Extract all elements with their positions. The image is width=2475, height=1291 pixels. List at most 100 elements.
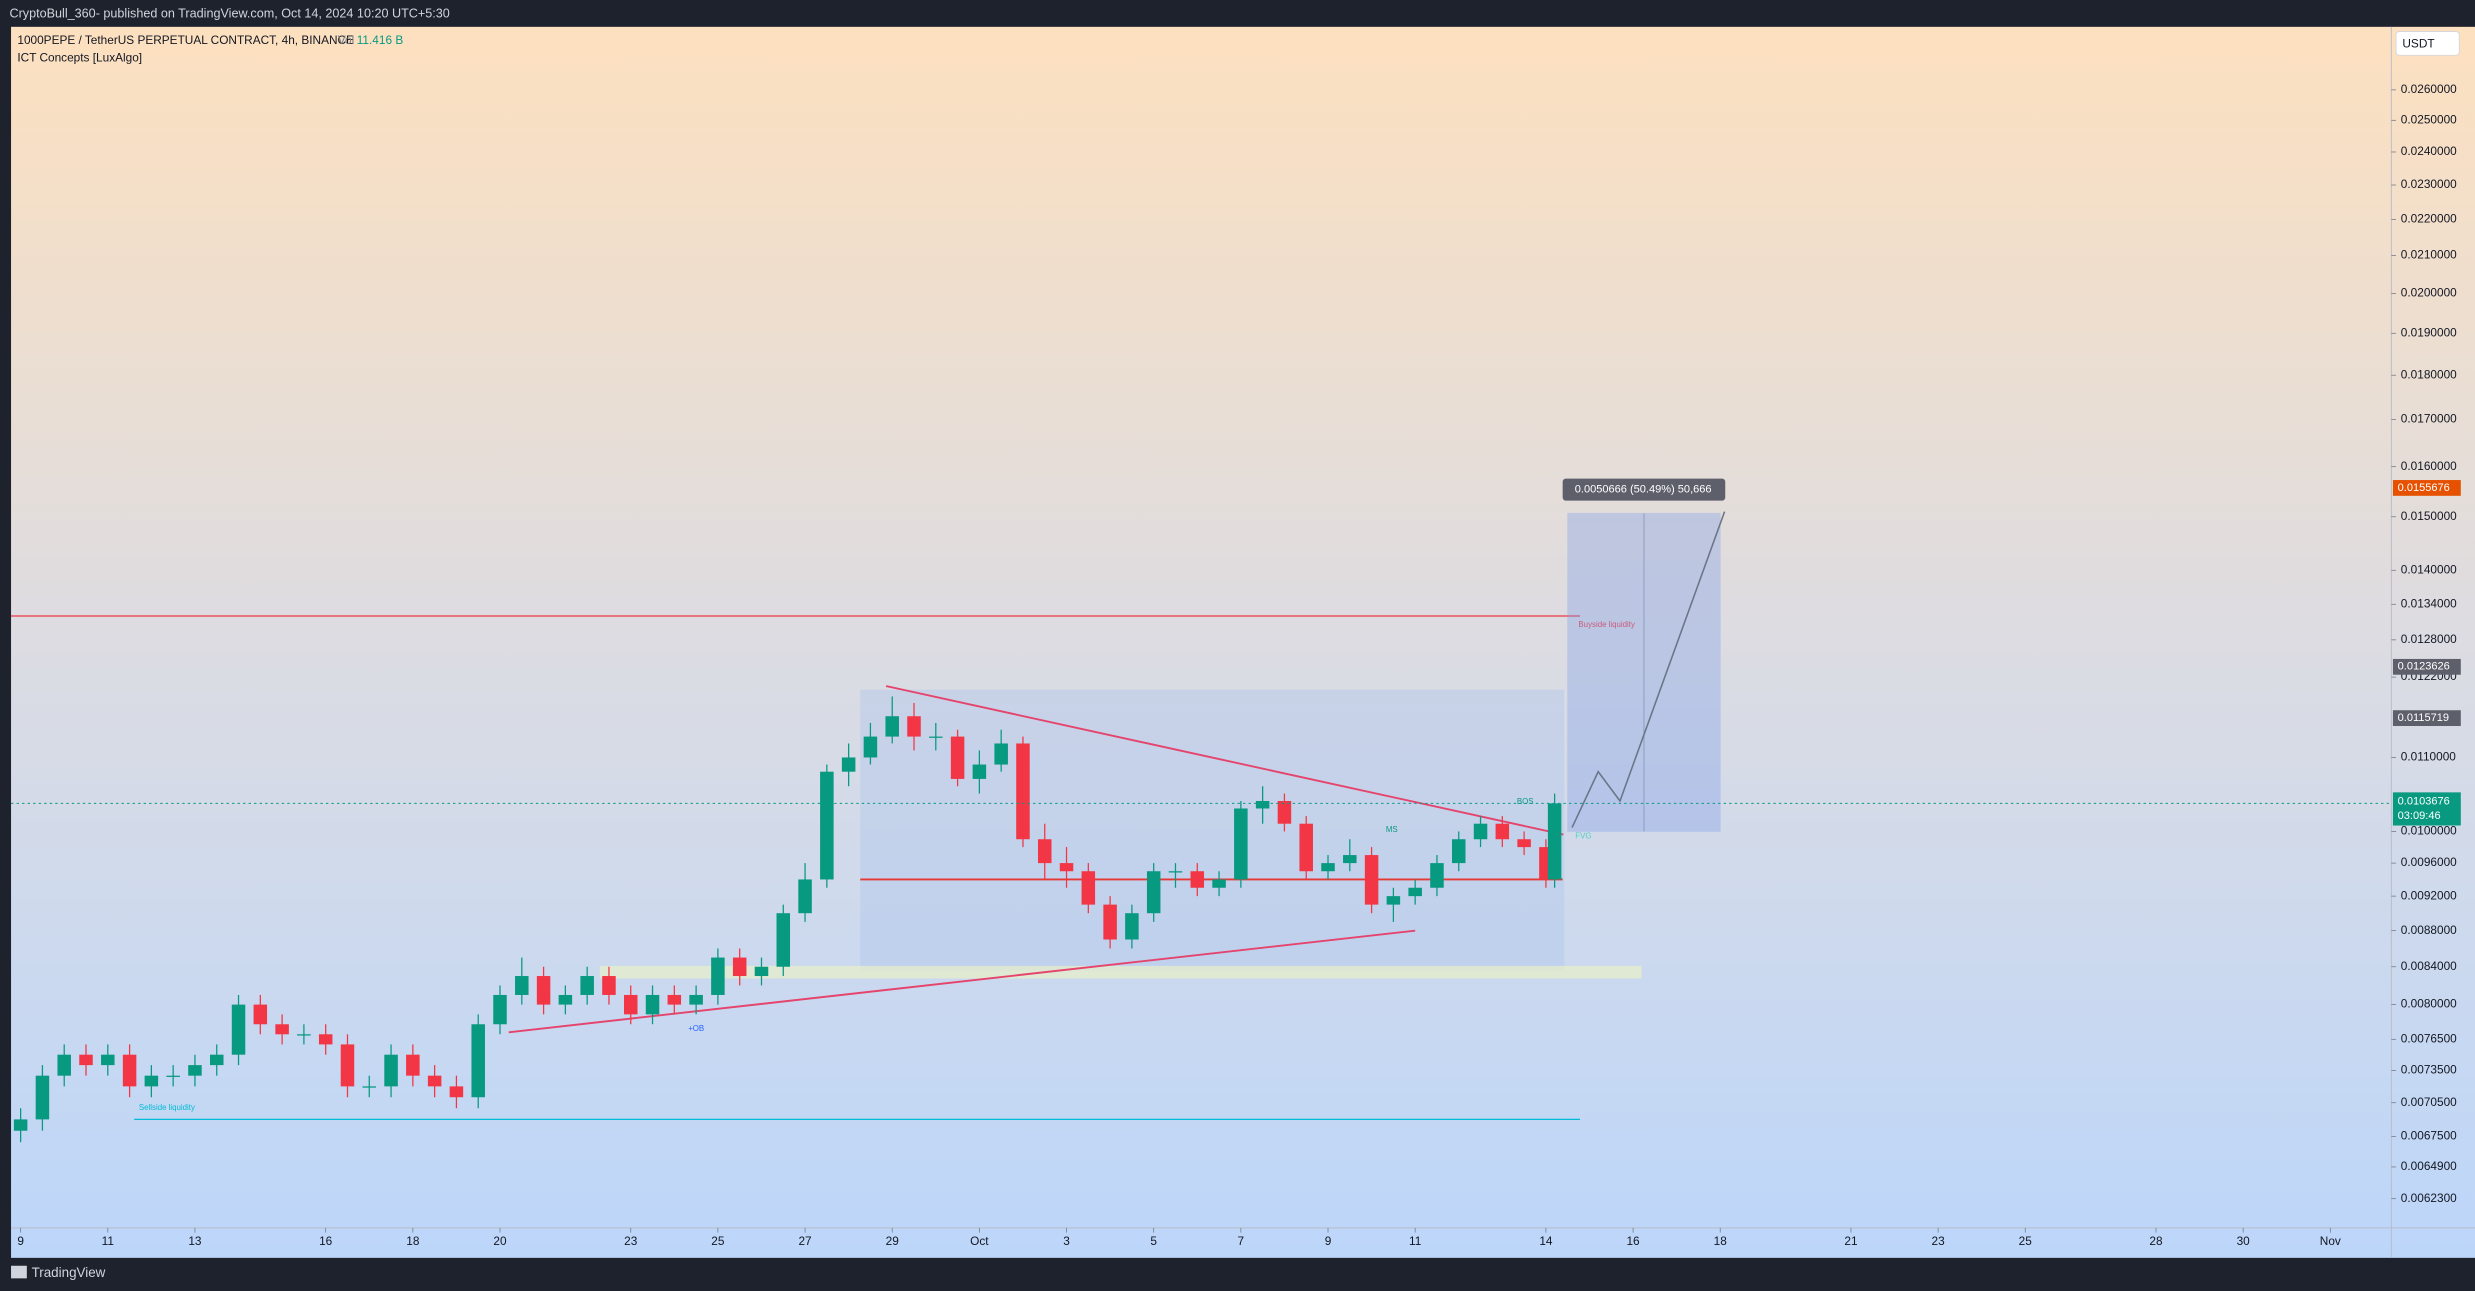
candle-body [122, 1054, 137, 1087]
y-tick-label: 0.0220000 [2401, 212, 2457, 226]
annotation: +OB [688, 1024, 704, 1033]
price-label: 0.0115719 [2398, 712, 2449, 724]
candle-body [384, 1054, 398, 1087]
x-tick-label: 3 [1063, 1234, 1070, 1248]
y-tick-label: 0.0128000 [2401, 632, 2457, 646]
x-tick-label: 16 [1626, 1234, 1640, 1248]
candle-body [1321, 863, 1335, 872]
candle-body [1299, 823, 1313, 872]
candle-body [188, 1065, 202, 1076]
y-tick-label: 0.0134000 [2401, 596, 2457, 610]
x-tick-label: 9 [1325, 1234, 1332, 1248]
footer-brand: TradingView [32, 1265, 106, 1280]
range-zone [860, 689, 1565, 971]
publisher-line: CryptoBull_360- published on TradingView… [9, 7, 449, 21]
price-label-bg [2392, 480, 2461, 496]
candle-body [253, 1004, 268, 1025]
y-tick-label: 0.0064900 [2401, 1159, 2457, 1173]
y-tick-label: 0.0070500 [2401, 1095, 2457, 1109]
y-tick-label: 0.0084000 [2401, 959, 2457, 973]
candle-body [1081, 871, 1096, 905]
candle-body [1495, 823, 1510, 840]
candle-body [776, 913, 791, 967]
candle-body [602, 976, 616, 995]
candle-body [994, 743, 1008, 765]
y-tick-label: 0.0200000 [2401, 286, 2457, 300]
measure-label-bg [1562, 478, 1726, 501]
brand-logo [11, 1265, 27, 1279]
candle-body [427, 1075, 442, 1087]
candle-body [493, 994, 507, 1025]
price-label: 0.0123626 [2398, 661, 2450, 673]
y-tick-label: 0.0160000 [2401, 459, 2457, 473]
candle-body [13, 1119, 28, 1131]
y-tick-label: 0.0080000 [2401, 997, 2457, 1011]
annotation: MS [1386, 825, 1398, 834]
candle-body [907, 716, 921, 737]
candle-body [558, 994, 573, 1005]
x-tick-label: 13 [188, 1234, 202, 1248]
candle-body [1168, 871, 1183, 873]
x-tick-label: 27 [798, 1234, 811, 1248]
candle-body [732, 957, 747, 977]
y-tick-label: 0.0170000 [2401, 412, 2457, 426]
x-tick-label: Nov [2320, 1234, 2341, 1248]
currency-button[interactable] [2395, 31, 2460, 56]
volume-label: Vol [338, 33, 354, 47]
symbol-line: 1000PEPE / TetherUS PERPETUAL CONTRACT, … [17, 33, 354, 47]
last-price-bg [2392, 792, 2461, 826]
y-tick-label: 0.0150000 [2401, 509, 2457, 523]
x-tick-label: 11 [102, 1234, 114, 1248]
candle-body [1212, 879, 1226, 888]
x-tick-label: 23 [624, 1234, 638, 1248]
candle-body [950, 736, 965, 779]
candle-body [1473, 823, 1488, 840]
level-label: Sellside liquidity [139, 1103, 195, 1112]
candle-body [471, 1024, 485, 1098]
candle-body [536, 976, 551, 1005]
candle-body [1517, 839, 1531, 848]
trendline [885, 685, 1564, 836]
candle-body [1547, 803, 1562, 880]
candle-body [1386, 896, 1401, 905]
y-tick-label: 0.0073500 [2401, 1062, 2457, 1076]
x-tick-label: Oct [970, 1234, 989, 1248]
candle-body [1059, 863, 1074, 872]
y-tick-label: 0.0110000 [2401, 750, 2456, 764]
candle-body [1277, 800, 1292, 824]
annotation: FVG [1575, 832, 1591, 841]
candle-body [57, 1054, 71, 1076]
candle-body [340, 1044, 355, 1087]
candle-body [1408, 887, 1422, 897]
y-tick-label: 0.0062300 [2401, 1191, 2457, 1205]
plot: 0.0260000 0.0250000 0.0240000 0.0230000 0.02… [11, 82, 2461, 1248]
candle-body [1343, 855, 1357, 864]
indicator-name: ICT Concepts [LuxAlgo] [17, 51, 142, 65]
candle-body [1234, 808, 1248, 880]
candle-body [1037, 839, 1052, 864]
x-tick-label: 11 [1409, 1234, 1421, 1248]
candle-body [1125, 913, 1139, 940]
measure-label: 0.0050666 (50.49%) 50,666 [1575, 484, 1712, 496]
x-tick-label: 20 [493, 1234, 507, 1248]
candle-body [79, 1054, 93, 1066]
y-tick-label: 0.0250000 [2401, 112, 2457, 126]
projection-path [1571, 511, 1726, 828]
y-tick-label: 0.0140000 [2401, 562, 2457, 576]
candle-body [929, 736, 943, 738]
y-tick-label: 0.0180000 [2401, 367, 2457, 381]
price-label-bg [2392, 658, 2461, 675]
candle-body [1103, 904, 1117, 940]
candle-body [841, 757, 856, 772]
x-tick-label: 21 [1844, 1234, 1857, 1248]
candle-body [689, 994, 703, 1005]
candle-body [798, 879, 812, 914]
x-tick-label: 5 [1150, 1234, 1157, 1248]
candle-body [645, 994, 660, 1015]
y-tick-label: 0.0096000 [2401, 855, 2457, 869]
y-tick-label: 0.0230000 [2401, 177, 2457, 191]
candle-body [667, 994, 682, 1005]
candle-body [711, 957, 725, 995]
